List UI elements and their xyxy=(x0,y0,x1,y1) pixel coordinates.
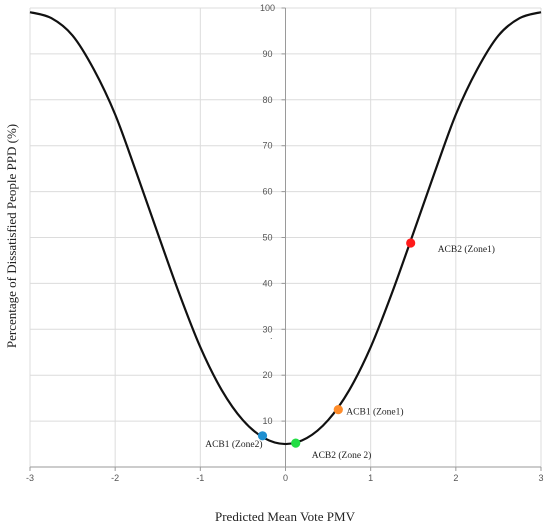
y-tick-label: 10 xyxy=(262,416,272,426)
data-point xyxy=(406,238,416,248)
x-tick-label: -1 xyxy=(196,473,204,483)
y-tick-label: 50 xyxy=(262,233,272,243)
x-tick-label: -2 xyxy=(111,473,119,483)
y-tick-label: 90 xyxy=(262,49,272,59)
x-tick-label: -3 xyxy=(26,473,34,483)
axes xyxy=(29,7,542,471)
data-point xyxy=(333,405,343,415)
y-tick-label: 20 xyxy=(262,370,272,380)
x-tick-label: 0 xyxy=(283,473,288,483)
x-axis-title: Predicted Mean Vote PMV xyxy=(215,509,356,524)
ppd-curve xyxy=(29,11,542,446)
data-point xyxy=(257,431,268,441)
y-tick-label: 100 xyxy=(260,3,275,13)
x-tick-label: 2 xyxy=(453,473,458,483)
stray-mark: . xyxy=(270,331,273,341)
y-tick-label: 40 xyxy=(262,278,272,288)
tick-labels: 10 20 30 40 50 60 70 80 90 100 -3 -2 -1 0 1 2 3 xyxy=(26,3,544,483)
data-point xyxy=(291,438,301,448)
curve-layer xyxy=(29,11,542,446)
y-axis-title: Percentage of Dissatisfied People PPD (%… xyxy=(4,124,19,348)
point-label: ACB1 (Zone2) xyxy=(205,439,262,450)
point-label: ACB2 (Zone 2) xyxy=(312,450,372,461)
y-tick-label: 80 xyxy=(262,95,272,105)
point-label: ACB2 (Zone1) xyxy=(438,244,495,255)
y-tick-label: 70 xyxy=(262,141,272,151)
y-tick-label: 60 xyxy=(262,187,272,197)
y-tick-label: 30 xyxy=(262,324,272,334)
x-tick-label: 3 xyxy=(538,473,543,483)
point-label: ACB1 (Zone1) xyxy=(346,407,403,418)
points-layer: ACB2 (Zone1) ACB1 (Zone1) ACB2 (Zone 2) ACB… xyxy=(205,238,495,461)
x-tick-label: 1 xyxy=(368,473,373,483)
